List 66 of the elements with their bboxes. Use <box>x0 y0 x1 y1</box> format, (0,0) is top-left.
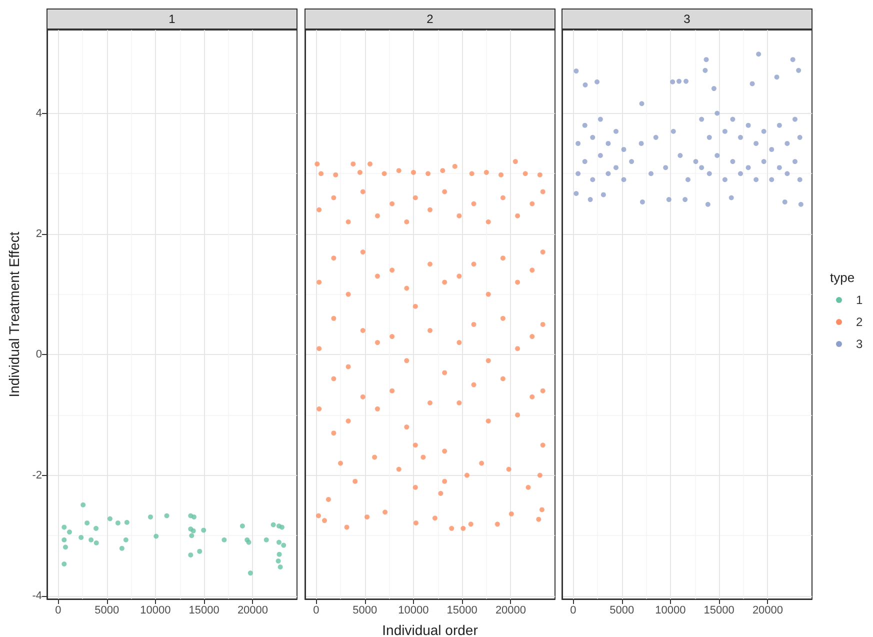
point <box>279 524 284 530</box>
point <box>264 537 269 542</box>
point <box>276 558 281 564</box>
point <box>62 544 68 550</box>
x-tick-label: 0 <box>55 604 62 616</box>
x-tick-label: 15000 <box>704 604 734 616</box>
point <box>278 564 283 570</box>
chart-title: 2 <box>426 12 434 26</box>
y-tick-label: -2 <box>32 469 42 482</box>
x-axis-title: Individual order <box>382 622 478 637</box>
legend-label: 1 <box>856 293 863 307</box>
chart-title: 3 <box>684 12 691 26</box>
point <box>94 540 99 546</box>
point <box>281 542 286 548</box>
x-tick-label: 5000 <box>352 604 378 616</box>
x-tick-label: 5000 <box>610 604 634 616</box>
point <box>276 552 282 557</box>
point <box>188 552 194 558</box>
x-tick-label: 5000 <box>94 604 120 616</box>
point <box>222 537 227 542</box>
point <box>78 534 84 540</box>
point <box>124 520 130 525</box>
point <box>119 546 124 551</box>
x-tick-label: 20000 <box>495 604 526 616</box>
x-tick-label: 10000 <box>398 604 429 616</box>
point <box>107 516 112 522</box>
point <box>190 528 196 534</box>
point <box>201 528 206 533</box>
point <box>276 540 282 545</box>
point <box>94 526 99 531</box>
point <box>62 524 67 530</box>
x-tick-label: 10000 <box>655 604 686 616</box>
y-tick-label: 2 <box>36 228 42 240</box>
x-tick-label: 0 <box>313 604 320 616</box>
point <box>123 537 128 542</box>
x-tick-label: 15000 <box>446 604 478 616</box>
point <box>270 522 276 528</box>
x-tick-label: 20000 <box>752 604 784 616</box>
y-tick-label: 0 <box>36 348 42 361</box>
legend-title: type <box>830 270 856 285</box>
point <box>197 548 202 554</box>
point <box>246 540 252 545</box>
point <box>115 520 120 526</box>
point <box>248 570 253 576</box>
y-tick-label: 4 <box>36 107 42 120</box>
point <box>191 514 196 520</box>
point <box>62 537 67 542</box>
chart-title: 1 <box>168 12 176 26</box>
legend-label: 2 <box>856 315 863 329</box>
y-axis-title: Individual Treatment Effect <box>6 232 22 398</box>
point <box>80 502 86 508</box>
point <box>66 530 72 535</box>
point <box>164 513 170 518</box>
point <box>62 562 67 566</box>
point <box>88 537 94 542</box>
point <box>154 534 159 539</box>
x-tick-label: 15000 <box>188 604 220 616</box>
x-tick-label: 0 <box>570 604 576 616</box>
x-tick-label: 20000 <box>237 604 268 616</box>
point <box>148 514 153 520</box>
y-tick-label: -4 <box>32 590 42 602</box>
point <box>84 520 90 526</box>
point <box>189 533 194 538</box>
x-tick-label: 10000 <box>140 604 171 616</box>
legend-label: 3 <box>856 337 863 351</box>
point <box>240 523 245 528</box>
